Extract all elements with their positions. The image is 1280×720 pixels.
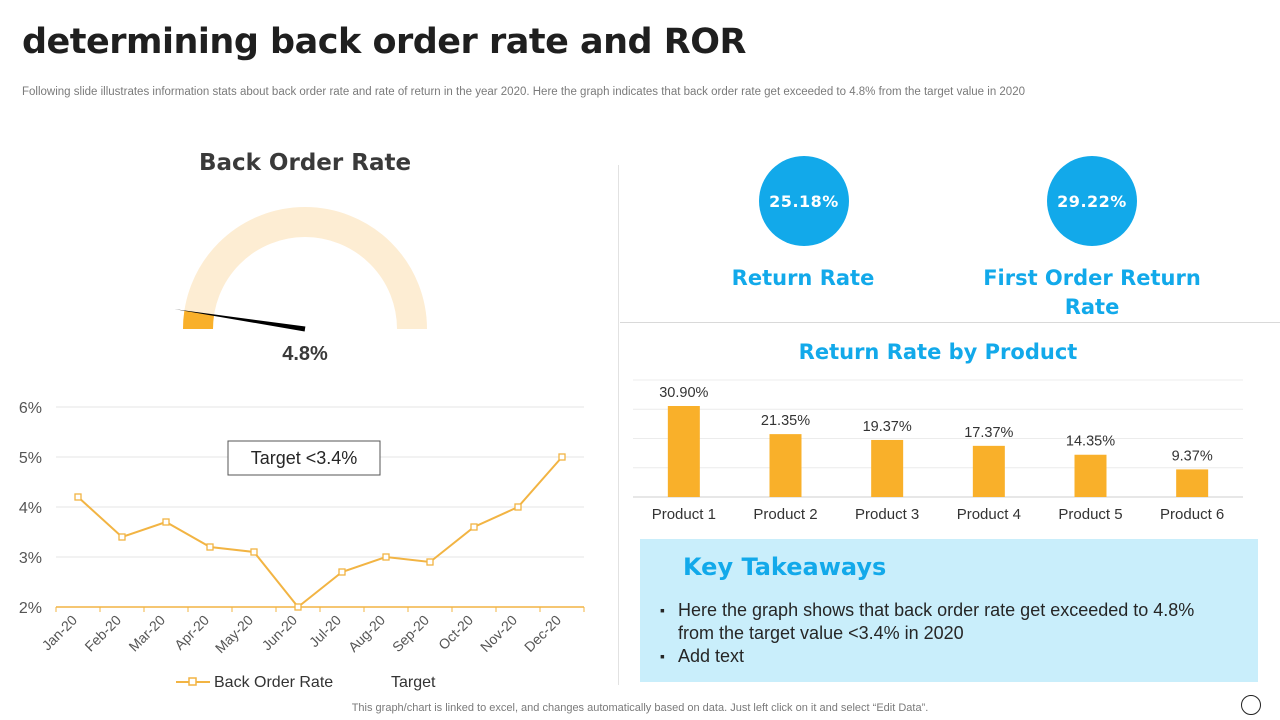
return-rate-bar-chart[interactable]: 30.90% Product 1 21.35% Product 2 19.37% Prod…: [620, 375, 1260, 535]
page-title: determining back order rate and ROR: [22, 22, 746, 62]
bar[interactable]: [972, 445, 1005, 497]
line-x-axis: Jan-20 Feb-20 Mar-20 Apr-20 May-20 Jun-20 Jul-…: [39, 607, 585, 656]
line-point[interactable]: [250, 548, 258, 556]
bar-category-label: Product 6: [1160, 506, 1224, 523]
gauge-needle: [174, 309, 306, 332]
gauge-track: [183, 207, 427, 330]
line-x-tick-label: Jan-20: [39, 612, 81, 654]
line-point[interactable]: [294, 603, 302, 611]
target-annotation: Target <3.4%: [227, 440, 381, 476]
line-x-tick-label: Oct-20: [435, 612, 476, 653]
bar-value-label: 14.35%: [1066, 434, 1115, 450]
gauge-fill: [183, 310, 215, 330]
line-x-tick-label: Feb-20: [81, 612, 124, 655]
legend-marker-swatch: [188, 677, 197, 686]
line-point[interactable]: [206, 543, 214, 551]
return-rate-circle: 25.18%: [759, 156, 849, 246]
bar-value-label: 9.37%: [1172, 448, 1213, 464]
bar-category-label: Product 5: [1058, 506, 1122, 523]
key-takeaways-list: Here the graph shows that back order rat…: [660, 599, 1220, 668]
line-point[interactable]: [74, 493, 82, 501]
takeaway-item: Here the graph shows that back order rat…: [660, 599, 1220, 645]
line-points: [74, 453, 566, 611]
line-x-tick-label: Apr-20: [171, 612, 212, 653]
page-subtitle: Following slide illustrates information …: [22, 86, 1025, 98]
line-x-tick-label: Jul-20: [306, 612, 344, 650]
horizontal-divider: [620, 322, 1280, 323]
gauge-title: Back Order Rate: [198, 150, 412, 176]
line-y-tick-label: 4%: [19, 500, 42, 517]
line-x-tick-label: Dec-20: [521, 612, 564, 655]
line-x-tick-label: May-20: [212, 612, 256, 656]
line-point[interactable]: [426, 558, 434, 566]
bar-value-label: 30.90%: [659, 385, 708, 401]
line-point[interactable]: [118, 533, 126, 541]
bar-value-label: 21.35%: [761, 413, 810, 429]
first-order-return-rate-circle: 29.22%: [1047, 156, 1137, 246]
line-x-tick-label: Nov-20: [477, 612, 520, 655]
target-annotation-text: Target <3.4%: [251, 448, 358, 468]
back-order-rate-line[interactable]: [77, 456, 563, 609]
line-point[interactable]: [470, 523, 478, 531]
first-order-return-rate-label: First Order Return Rate: [983, 266, 1201, 319]
line-grid: [56, 406, 584, 608]
back-order-line-chart[interactable]: 2% 3% 4% 5% 6% Jan-20 Feb-20 Mar-20 Apr-20 May-2…: [0, 390, 610, 700]
line-legend: Back Order Rate Target: [176, 674, 436, 691]
bar-grid: [633, 379, 1243, 498]
back-order-gauge[interactable]: [150, 190, 460, 350]
bar-category-label: Product 2: [753, 506, 817, 523]
legend-target: Target: [391, 674, 436, 691]
vertical-divider: [618, 165, 619, 685]
line-y-tick-label: 6%: [19, 400, 42, 417]
line-point[interactable]: [162, 518, 170, 526]
bar[interactable]: [1176, 469, 1209, 497]
line-x-tick-label: Mar-20: [125, 612, 168, 655]
target-annotation-box: [227, 440, 381, 476]
bar-chart-title: Return Rate by Product: [798, 340, 1078, 364]
bar-category-label: Product 4: [957, 506, 1021, 523]
gauge-value: 4.8%: [282, 343, 328, 365]
line-x-tick-label: Jun-20: [259, 612, 301, 654]
bar-category-label: Product 1: [652, 506, 716, 523]
bar[interactable]: [769, 434, 802, 497]
corner-circle-icon: [1241, 695, 1261, 715]
bar-value-label: 17.37%: [964, 425, 1013, 441]
bar-value-label: 19.37%: [863, 419, 912, 435]
line-y-tick-label: 5%: [19, 450, 42, 467]
bar[interactable]: [1074, 454, 1107, 497]
line-y-tick-label: 3%: [19, 550, 42, 567]
line-point[interactable]: [558, 453, 566, 461]
line-point[interactable]: [338, 568, 346, 576]
line-y-tick-label: 2%: [19, 600, 42, 617]
key-takeaways-panel: Key Takeaways Here the graph shows that …: [640, 539, 1258, 682]
bar-category-label: Product 3: [855, 506, 919, 523]
legend-back-order-rate: Back Order Rate: [214, 674, 333, 691]
bar[interactable]: [871, 439, 904, 497]
key-takeaways-title: Key Takeaways: [683, 553, 887, 581]
line-point[interactable]: [382, 553, 390, 561]
line-point[interactable]: [514, 503, 522, 511]
line-x-tick-label: Sep-20: [389, 612, 432, 655]
bar-marks: 30.90% Product 1 21.35% Product 2 19.37% Prod…: [652, 385, 1225, 523]
takeaway-item: Add text: [660, 645, 1220, 668]
bar[interactable]: [667, 406, 700, 497]
line-x-tick-label: Aug-20: [345, 612, 388, 655]
footnote: This graph/chart is linked to excel, and…: [351, 702, 929, 714]
return-rate-label: Return Rate: [731, 266, 875, 290]
line-y-axis: 2% 3% 4% 5% 6%: [19, 400, 42, 617]
